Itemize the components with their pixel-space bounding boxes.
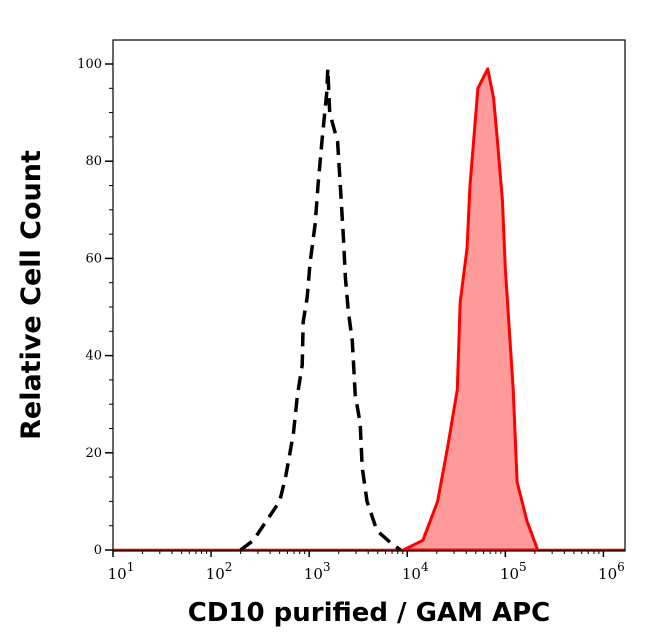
x-tick-label: 102 (206, 560, 233, 583)
y-tick-label: 100 (77, 57, 102, 72)
y-tick-label: 0 (94, 543, 102, 558)
axis-layer: 0 20 40 60 80 100 101 102 103 104 105 106 (77, 57, 625, 583)
x-tick-label: 103 (304, 560, 331, 583)
series-layer (113, 67, 625, 552)
control-histogram-line (239, 68, 402, 552)
x-tick-label: 105 (500, 560, 527, 583)
y-axis-title: Relative Cell Count (16, 150, 47, 440)
y-tick-label: 20 (85, 446, 102, 461)
y-tick-label: 80 (85, 154, 102, 169)
y-tick-label: 40 (85, 349, 102, 364)
y-tick-label: 60 (85, 251, 102, 266)
x-axis-title: CD10 purified / GAM APC (188, 598, 551, 628)
x-tick-label: 106 (598, 560, 625, 583)
stained-histogram-area (401, 67, 540, 552)
plot-frame (112, 39, 626, 552)
x-tick-label: 101 (108, 560, 135, 583)
x-tick-label: 104 (402, 560, 429, 583)
